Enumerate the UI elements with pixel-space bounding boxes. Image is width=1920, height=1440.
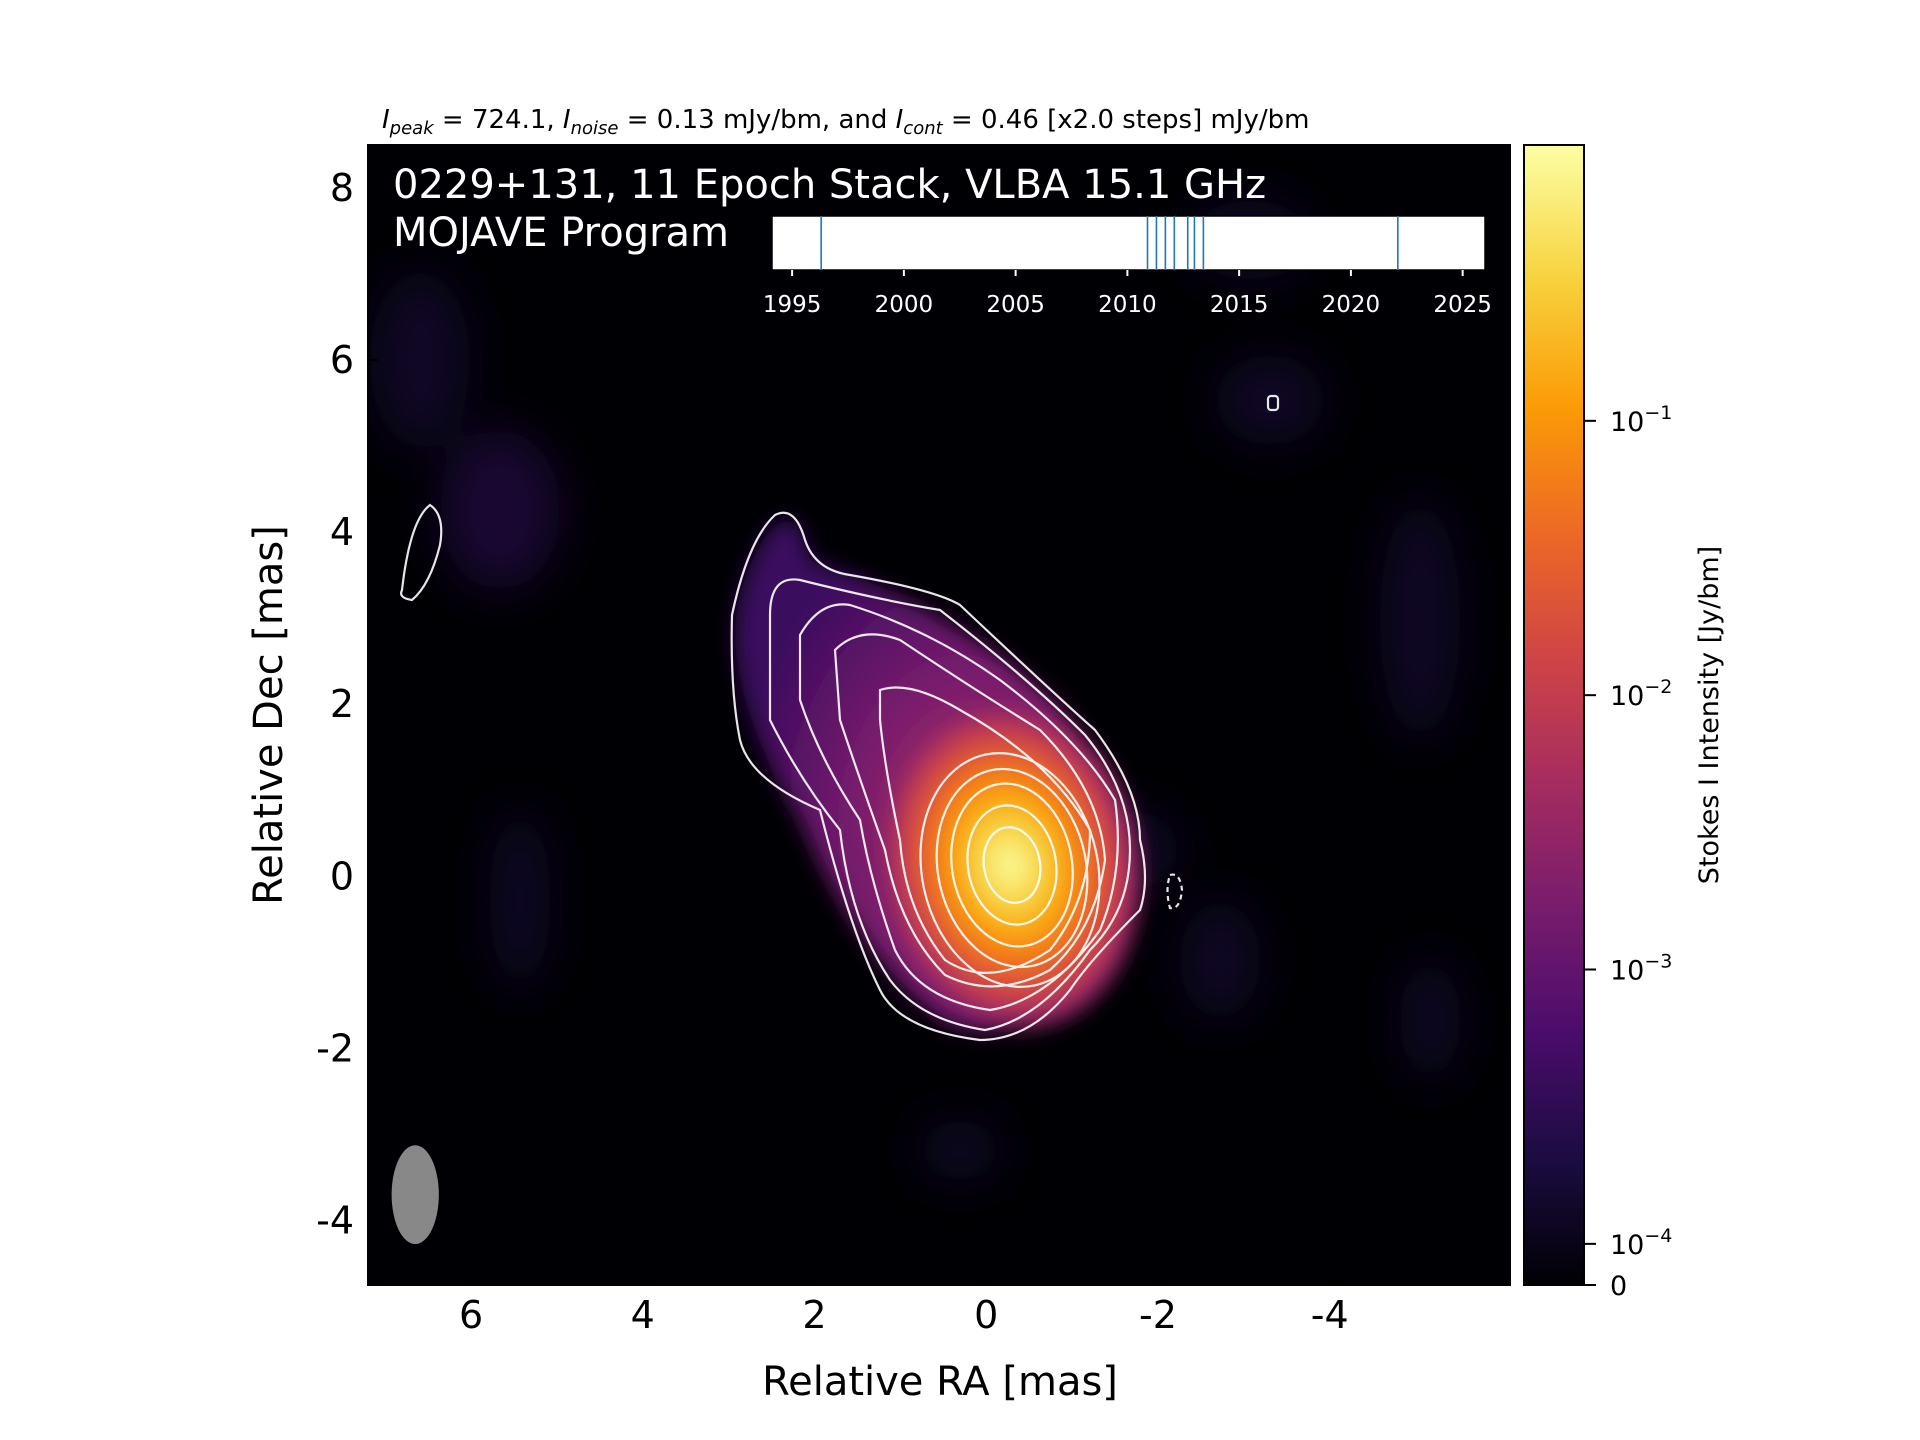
y-axis-label: Relative Dec [mas] bbox=[246, 525, 292, 905]
y-tick-label: 0 bbox=[330, 854, 354, 898]
y-tick-label: 8 bbox=[330, 166, 354, 210]
y-axis: 8 6 4 2 0 -2 -4 bbox=[316, 166, 378, 1242]
y-tick-label: -4 bbox=[316, 1198, 354, 1242]
x-tick-label: 4 bbox=[631, 1293, 655, 1337]
y-tick-label: 6 bbox=[330, 338, 354, 382]
colorbar-tick-label: 10−4 bbox=[1610, 1225, 1672, 1261]
timeline-tick-label: 2010 bbox=[1098, 292, 1157, 318]
timeline-tick-label: 2025 bbox=[1433, 292, 1492, 318]
colorbar-ticks: 10−1 10−2 10−3 10−4 0 bbox=[1584, 402, 1672, 1302]
x-axis: 6 4 2 0 -2 -4 bbox=[459, 1275, 1349, 1337]
i-peak-symbol: I bbox=[382, 105, 390, 135]
colorbar-tick-label: 10−2 bbox=[1610, 676, 1672, 712]
plot-area bbox=[368, 145, 1510, 1285]
beam-ellipse bbox=[391, 1145, 439, 1245]
colorbar-gradient bbox=[1523, 144, 1585, 1286]
timeline-tick-label: 2005 bbox=[986, 292, 1045, 318]
i-noise-subscript: noise bbox=[571, 118, 619, 139]
epoch-timeline: 1995 2000 2005 2010 2015 2020 2025 bbox=[763, 215, 1492, 318]
y-tick-label: 2 bbox=[330, 682, 354, 726]
header-line: Ipeak = 724.1, Inoise = 0.13 mJy/bm, and… bbox=[382, 105, 1309, 139]
i-noise-symbol: I bbox=[563, 105, 571, 135]
timeline-epochs bbox=[820, 216, 1399, 270]
x-tick-label: 2 bbox=[802, 1293, 826, 1337]
x-tick-label: -4 bbox=[1311, 1293, 1349, 1337]
i-peak-subscript: peak bbox=[389, 118, 436, 139]
colorbar-tick-label: 10−1 bbox=[1610, 402, 1672, 438]
colorbar-label: Stokes I Intensity [Jy/bm] bbox=[1694, 546, 1725, 884]
i-noise-value: = 0.13 mJy/bm, and bbox=[618, 105, 895, 135]
colorbar-tick-label: 0 bbox=[1610, 1271, 1627, 1302]
y-tick-label: 4 bbox=[330, 510, 354, 554]
x-tick-label: 6 bbox=[459, 1293, 483, 1337]
plot-title-line-2: MOJAVE Program bbox=[393, 210, 729, 256]
timeline-frame bbox=[771, 215, 1486, 271]
contour-lines bbox=[400, 394, 1280, 1042]
plot-frame bbox=[367, 144, 1511, 1286]
timeline-tick-label: 2020 bbox=[1322, 292, 1381, 318]
i-cont-value: = 0.46 [x2.0 steps] mJy/bm bbox=[943, 105, 1310, 135]
i-peak-value: = 724.1, bbox=[434, 105, 563, 135]
i-cont-symbol: I bbox=[896, 105, 904, 135]
x-tick-label: -2 bbox=[1139, 1293, 1177, 1337]
timeline-tick-label: 1995 bbox=[763, 292, 822, 318]
y-tick-label: -2 bbox=[316, 1026, 354, 1070]
timeline-tick-label: 2000 bbox=[875, 292, 934, 318]
timeline-tick-label: 2015 bbox=[1210, 292, 1269, 318]
i-cont-subscript: cont bbox=[903, 118, 943, 139]
colorbar: 10−1 10−2 10−3 10−4 0 Stokes I Intensity [Jy… bbox=[1523, 144, 1725, 1302]
x-tick-label: 0 bbox=[974, 1293, 998, 1337]
plot-title-line-1: 0229+131, 11 Epoch Stack, VLBA 15.1 GHz bbox=[393, 162, 1266, 208]
jet-emission bbox=[735, 520, 1142, 1032]
x-axis-label: Relative RA [mas] bbox=[762, 1359, 1118, 1405]
timeline-ticks: 1995 2000 2005 2010 2015 2020 2025 bbox=[763, 270, 1492, 318]
colorbar-tick-label: 10−3 bbox=[1610, 951, 1672, 987]
